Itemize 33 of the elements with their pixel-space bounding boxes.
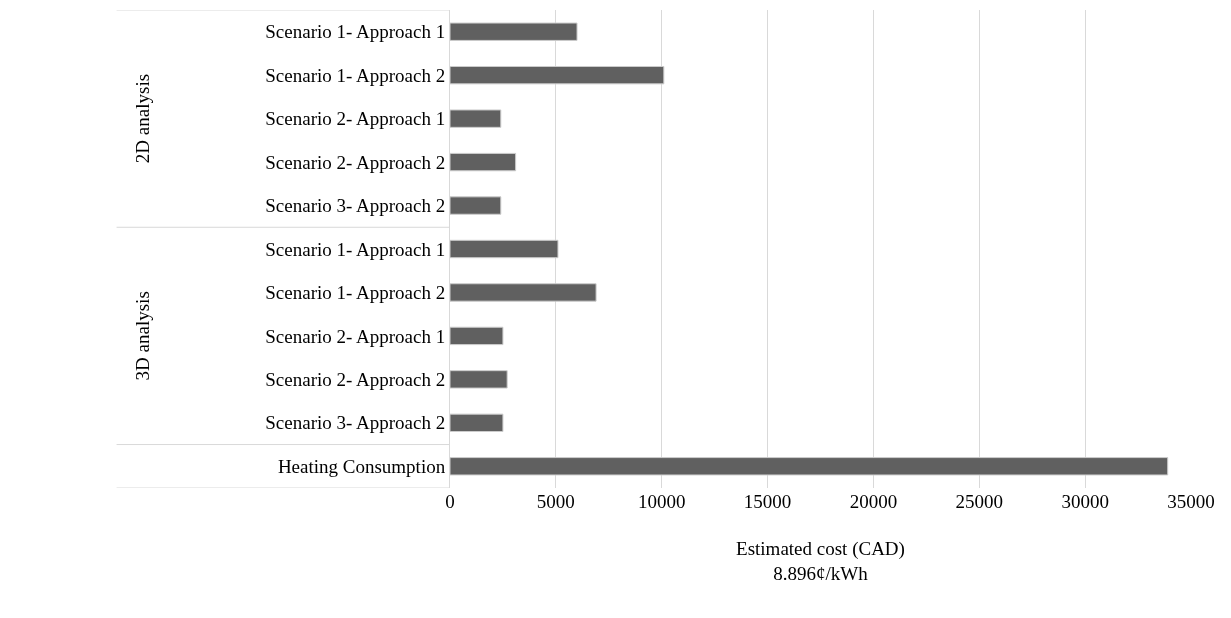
y-tick-label: Scenario 3- Approach 2	[265, 195, 446, 217]
y-tick-label: Scenario 2- Approach 1	[265, 108, 446, 130]
text: 3D analysis	[131, 291, 153, 381]
bar	[450, 326, 504, 346]
x-axis-title: Estimated cost (CAD) 8.896¢/kWh	[736, 537, 905, 584]
y-tick-label: Scenario 1- Approach 2	[265, 282, 446, 304]
x-tick-label: 20000	[849, 491, 898, 512]
bar	[450, 239, 559, 259]
x-tick-label: 35000	[1167, 491, 1215, 512]
x-tick-label: 10000	[637, 491, 686, 512]
x-tick-label: 5000	[536, 491, 575, 512]
bar	[450, 22, 578, 41]
x-tick-label: 30000	[1061, 491, 1109, 512]
x-tick-label: 0	[445, 491, 455, 512]
bar	[450, 152, 517, 172]
y-tick-label: Scenario 2- Approach 2	[265, 369, 446, 391]
y-tick-label: Scenario 3- Approach 2	[265, 412, 446, 434]
bar	[450, 283, 597, 302]
y-tick-label: Scenario 2- Approach 1	[265, 325, 446, 347]
bar	[450, 196, 502, 215]
bar	[450, 370, 508, 389]
y-tick-label: Scenario 1- Approach 1	[265, 238, 446, 260]
x-tick-label: 25000	[955, 491, 1004, 512]
bar	[450, 65, 665, 85]
bar	[450, 413, 504, 433]
y-tick-label: Scenario 1- Approach 1	[265, 21, 446, 43]
bar	[450, 457, 1169, 476]
y-tick-label: Heating Consumption	[277, 455, 446, 477]
text: 2D analysis	[131, 73, 153, 164]
bar	[450, 109, 502, 128]
y-tick-label: Scenario 1- Approach 2	[265, 64, 446, 86]
x-tick-label: 15000	[743, 491, 792, 512]
y-tick-label: Scenario 2- Approach 2	[265, 151, 446, 173]
